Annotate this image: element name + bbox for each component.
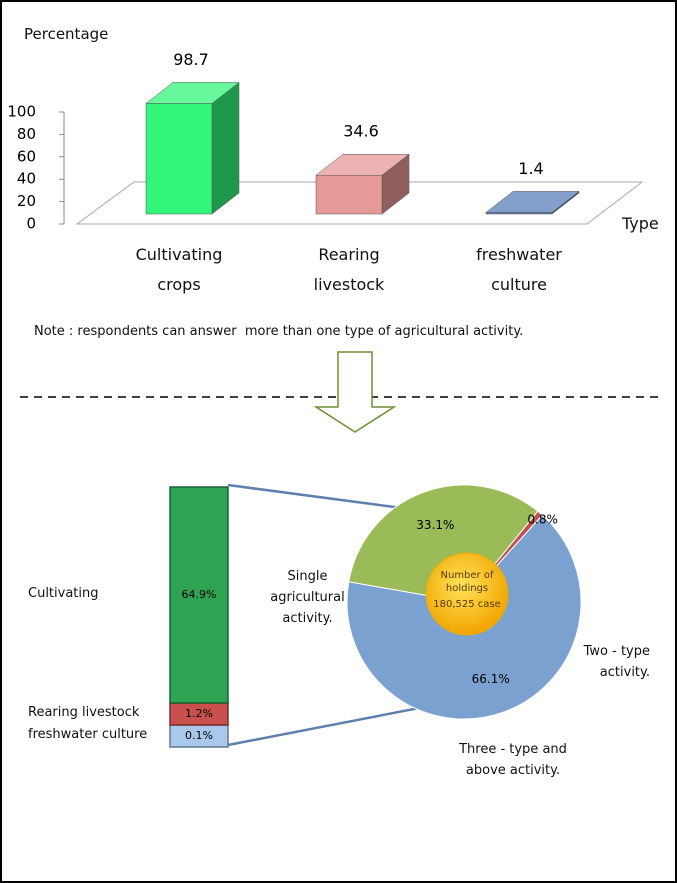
value-label: 1.4 <box>518 159 543 178</box>
value-label: 0.8% <box>527 513 558 527</box>
value-label: 66.1% <box>472 672 510 686</box>
y-tick-label: 60 <box>17 147 36 165</box>
x-tick-label: Cultivating crops <box>135 245 223 295</box>
x-axis-title: Type <box>622 214 659 233</box>
value-label: 33.1% <box>416 518 454 532</box>
bar-top <box>485 191 580 213</box>
y-tick-label: 20 <box>17 192 36 210</box>
category-label: Rearing livestock <box>28 705 140 720</box>
y-tick-label: 0 <box>26 215 36 233</box>
x-tick-label: freshwater culture <box>476 245 562 295</box>
y-tick-label: 80 <box>17 125 36 143</box>
note: Note : respondents can answer more than … <box>34 324 524 339</box>
center-label: Number of holdings <box>440 570 494 594</box>
bar-side <box>211 81 240 215</box>
value-label: 1.2% <box>185 707 213 720</box>
value-label: 0.1% <box>185 729 213 742</box>
bar-top <box>145 82 240 104</box>
value-label: 98.7 <box>173 50 209 69</box>
bar <box>145 103 213 215</box>
slice-label: Three - type and above activity. <box>459 742 567 778</box>
category-label: freshwater culture <box>28 727 148 742</box>
y-tick-label: 40 <box>17 170 36 188</box>
bar-top <box>315 153 410 176</box>
y-axis-title: Percentage <box>24 25 109 43</box>
slice-label: Single agricultural activity. <box>270 569 345 626</box>
value-label: 64.9% <box>182 588 217 601</box>
bar <box>315 174 383 215</box>
arrow <box>313 351 397 433</box>
value-label: 34.6 <box>343 122 379 141</box>
x-tick-label: Rearing livestock <box>313 245 385 295</box>
y-tick-label: 100 <box>7 103 36 121</box>
zoom-line <box>227 483 418 512</box>
center-label: 180,525 case <box>433 599 501 610</box>
bar-segment <box>169 486 229 704</box>
slice-label: Two - type activity. <box>583 644 650 680</box>
center-circle <box>425 552 509 636</box>
pie-slice <box>348 484 539 603</box>
category-label: Cultivating <box>28 586 99 601</box>
